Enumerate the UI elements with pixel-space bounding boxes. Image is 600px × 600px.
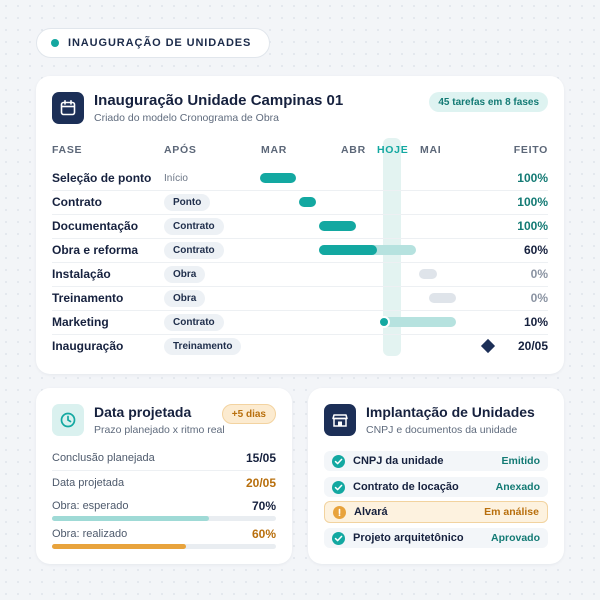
document-status: Aprovado xyxy=(490,532,540,544)
document-item[interactable]: Projeto arquitetônico Aprovado xyxy=(324,528,548,548)
check-icon xyxy=(332,480,345,494)
milestone-date: 20/05 xyxy=(517,339,548,353)
phase-name: Obra e reforma xyxy=(52,243,139,257)
schedule-subtitle: Criado do modelo Cronograma de Obra xyxy=(94,112,280,124)
implantation-title: Implantação de Unidades xyxy=(366,404,535,420)
document-status: Anexado xyxy=(495,481,540,493)
store-icon xyxy=(324,404,356,436)
gantt-bar xyxy=(429,293,456,303)
phase-name: Marketing xyxy=(52,315,109,329)
phase-dependency: Obra xyxy=(164,266,206,283)
phase-dependency: Ponto xyxy=(164,194,211,211)
phase-dependency: Início xyxy=(164,173,188,184)
phase-name: Instalação xyxy=(52,267,111,281)
document-status: Emitido xyxy=(501,455,541,467)
expected-label: Obra: esperado xyxy=(52,500,129,512)
page-header-label: INAUGURAÇÃO DE UNIDADES xyxy=(68,37,252,49)
row-divider xyxy=(52,286,548,287)
gantt-bar xyxy=(419,269,437,279)
phase-dependency: Treinamento xyxy=(164,338,242,355)
phase-progress: 0% xyxy=(530,291,548,305)
planned-label: Conclusão planejada xyxy=(52,452,155,464)
column-header-after: APÓS xyxy=(164,144,197,156)
actual-label: Obra: realizado xyxy=(52,528,128,540)
phase-dependency: Contrato xyxy=(164,218,224,235)
phase-name: Contrato xyxy=(52,195,102,209)
row-divider xyxy=(52,334,548,335)
gantt-bar xyxy=(299,197,316,207)
phase-progress: 100% xyxy=(517,219,548,233)
document-item[interactable]: Alvará Em análise xyxy=(324,501,548,523)
phase-name: Seleção de ponto xyxy=(52,171,152,185)
phase-dependency: Contrato xyxy=(164,314,224,331)
gantt-progress-dot xyxy=(378,316,390,328)
implantation-card: Implantação de Unidades CNPJ e documento… xyxy=(308,388,564,564)
projected-label: Data projetada xyxy=(52,477,125,489)
phase-progress: 100% xyxy=(517,171,548,185)
projected-value: 20/05 xyxy=(245,476,276,490)
row-divider xyxy=(52,238,548,239)
planned-value: 15/05 xyxy=(245,451,276,465)
document-item[interactable]: Contrato de locação Anexado xyxy=(324,477,548,497)
check-icon xyxy=(332,531,345,545)
calendar-icon xyxy=(52,92,84,124)
delay-badge: +5 dias xyxy=(221,404,276,424)
phase-progress: 0% xyxy=(530,267,548,281)
expected-progress-fill xyxy=(52,516,209,521)
document-label: Contrato de locação xyxy=(353,481,459,493)
schedule-card: Inauguração Unidade Campinas 01 Criado d… xyxy=(36,76,564,374)
column-header-today: HOJE xyxy=(377,144,409,156)
row-divider xyxy=(52,470,276,471)
phase-progress: 60% xyxy=(523,243,548,257)
row-divider xyxy=(52,262,548,263)
phase-name: Treinamento xyxy=(52,291,124,305)
phase-name: Documentação xyxy=(52,219,139,233)
gantt-bar xyxy=(319,245,377,255)
document-label: Projeto arquitetônico xyxy=(353,532,464,544)
projection-subtitle: Prazo planejado x ritmo real xyxy=(94,424,225,436)
gantt-bar xyxy=(319,221,356,231)
implantation-subtitle: CNPJ e documentos da unidade xyxy=(366,424,518,436)
warning-icon xyxy=(333,505,346,519)
document-label: Alvará xyxy=(354,506,388,518)
phase-progress: 100% xyxy=(517,195,548,209)
gantt-bar xyxy=(260,173,296,183)
gantt-bar-track xyxy=(379,317,456,327)
document-status: Em análise xyxy=(484,506,539,518)
column-header-phase: FASE xyxy=(52,144,83,156)
expected-progress-track xyxy=(52,516,276,521)
expected-value: 70% xyxy=(251,499,276,513)
column-header-done: FEITO xyxy=(513,144,548,156)
status-dot xyxy=(51,39,59,47)
schedule-title: Inauguração Unidade Campinas 01 xyxy=(94,92,344,109)
row-divider xyxy=(52,310,548,311)
actual-progress-track xyxy=(52,544,276,549)
actual-value: 60% xyxy=(251,527,276,541)
check-icon xyxy=(332,454,345,468)
phase-name: Inauguração xyxy=(52,339,124,353)
phase-dependency: Obra xyxy=(164,290,206,307)
actual-progress-fill xyxy=(52,544,187,549)
milestone-diamond-icon xyxy=(480,338,496,354)
column-header-abr: ABR xyxy=(341,144,366,156)
page-header-pill: INAUGURAÇÃO DE UNIDADES xyxy=(36,28,270,58)
clock-icon xyxy=(52,404,84,436)
projection-card: Data projetada Prazo planejado x ritmo r… xyxy=(36,388,292,564)
row-divider xyxy=(52,190,548,191)
projection-title: Data projetada xyxy=(94,404,192,420)
column-header-mai: MAI xyxy=(420,144,442,156)
task-count-badge: 45 tarefas em 8 fases xyxy=(429,92,548,112)
phase-progress: 10% xyxy=(523,315,548,329)
document-item[interactable]: CNPJ da unidade Emitido xyxy=(324,451,548,471)
document-label: CNPJ da unidade xyxy=(353,455,444,467)
phase-dependency: Contrato xyxy=(164,242,224,259)
column-header-mar: MAR xyxy=(261,144,288,156)
row-divider xyxy=(52,214,548,215)
